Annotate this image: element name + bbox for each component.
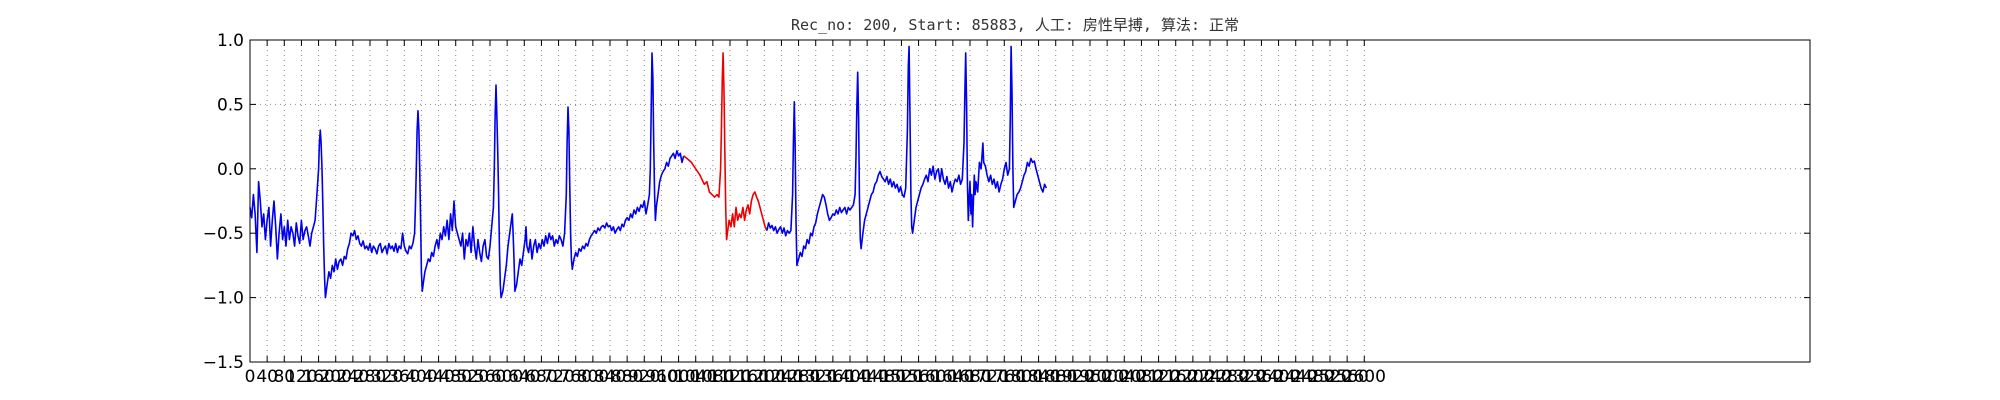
x-tick-label: 880	[611, 367, 643, 387]
y-tick-label: 1.0	[217, 31, 244, 51]
x-tick-label: 1680	[948, 367, 991, 387]
x-tick-label: 2000	[1086, 367, 1129, 387]
x-tick-label: 1440	[846, 367, 889, 387]
y-tick-label: 0.0	[217, 160, 244, 180]
x-axis: 0 408012016020024028032036040044048052056…	[245, 40, 1386, 387]
x-tick-label: 2240	[1188, 367, 1231, 387]
x-tick-label: 1960	[1068, 367, 1111, 387]
chart-title: Rec_no: 200, Start: 85883, 人工: 房性早搏, 算法:…	[791, 16, 1239, 34]
plot-frame	[249, 39, 1811, 363]
x-tick-label: 1560	[897, 367, 940, 387]
x-tick-label: 840	[594, 367, 626, 387]
x-tick-label: 2520	[1308, 367, 1351, 387]
series-layer	[249, 45, 1048, 299]
x-tick-label: 280	[354, 367, 386, 387]
x-tick-label: 1920	[1051, 367, 1094, 387]
x-tick-label: 1600	[914, 367, 957, 387]
x-tick-label: 440	[422, 367, 454, 387]
x-tick-label: 2360	[1240, 367, 1283, 387]
x-tick-label: 1520	[880, 367, 923, 387]
x-tick-label: 1480	[863, 367, 906, 387]
grid-lines	[250, 40, 1810, 362]
y-tick-label: 0.5	[217, 95, 244, 115]
x-tick-label: 1000	[657, 367, 700, 387]
x-tick-label: 480	[439, 367, 471, 387]
x-tick-label: 2440	[1274, 367, 1317, 387]
x-tick-label: 1240	[760, 367, 803, 387]
x-tick-label: 1280	[777, 367, 820, 387]
y-tick-label: −0.5	[203, 224, 244, 244]
y-tick-label: −1.0	[203, 289, 244, 309]
x-tick-label: 1720	[966, 367, 1009, 387]
x-tick-label: 200	[319, 367, 351, 387]
x-tick-label: 1160	[726, 367, 769, 387]
x-tick-label: 2120	[1137, 367, 1180, 387]
x-tick-label: 0	[245, 367, 256, 387]
x-tick-label: 520	[457, 367, 489, 387]
x-tick-label: 360	[388, 367, 420, 387]
series-line-highlight	[683, 52, 768, 241]
x-tick-label: 80	[273, 367, 295, 387]
x-tick-label: 1120	[708, 367, 751, 387]
x-tick-label: 1840	[1017, 367, 1060, 387]
x-tick-label: 1360	[811, 367, 854, 387]
x-tick-label: 2280	[1206, 367, 1249, 387]
x-tick-label: 1320	[794, 367, 837, 387]
x-tick-label: 760	[559, 367, 591, 387]
x-tick-label: 800	[577, 367, 609, 387]
x-tick-label: 400	[405, 367, 437, 387]
x-tick-label: 720	[542, 367, 574, 387]
x-tick-label: 1400	[828, 367, 871, 387]
x-tick-label: 1760	[983, 367, 1026, 387]
x-tick-label: 680	[525, 367, 557, 387]
x-tick-label: 2560	[1326, 367, 1369, 387]
x-tick-label: 1200	[743, 367, 786, 387]
y-axis: 1.0 0.5 0.0 −0.5 −1.0 −1.5	[203, 31, 1810, 373]
x-tick-label: 560	[474, 367, 506, 387]
x-tick-label: 1640	[931, 367, 974, 387]
x-tick-label: 240	[337, 367, 369, 387]
series-line-normal	[249, 52, 685, 299]
x-tick-label: 960	[645, 367, 677, 387]
x-tick-label: 120	[285, 367, 317, 387]
x-tick-label: 2080	[1120, 367, 1163, 387]
x-tick-label: 1800	[1000, 367, 1043, 387]
y-tick-label: −1.5	[203, 353, 244, 373]
x-tick-label: 2320	[1223, 367, 1266, 387]
x-tick-label: 320	[371, 367, 403, 387]
x-tick-label: 160	[302, 367, 334, 387]
x-tick-label: 40	[256, 367, 278, 387]
x-tick-label: 2200	[1171, 367, 1214, 387]
x-tick-label: 640	[508, 367, 540, 387]
x-tick-label: 1040	[674, 367, 717, 387]
x-tick-label: 2040	[1103, 367, 1146, 387]
x-tick-label: 2480	[1291, 367, 1334, 387]
x-tick-label: 2160	[1154, 367, 1197, 387]
x-tick-label: 2600	[1343, 367, 1386, 387]
series-line-normal-after	[766, 45, 1048, 267]
x-tick-label: 600	[491, 367, 523, 387]
x-tick-label: 920	[628, 367, 660, 387]
x-tick-label: 1880	[1034, 367, 1077, 387]
x-tick-label: 2400	[1257, 367, 1300, 387]
x-tick-label: 1080	[691, 367, 734, 387]
